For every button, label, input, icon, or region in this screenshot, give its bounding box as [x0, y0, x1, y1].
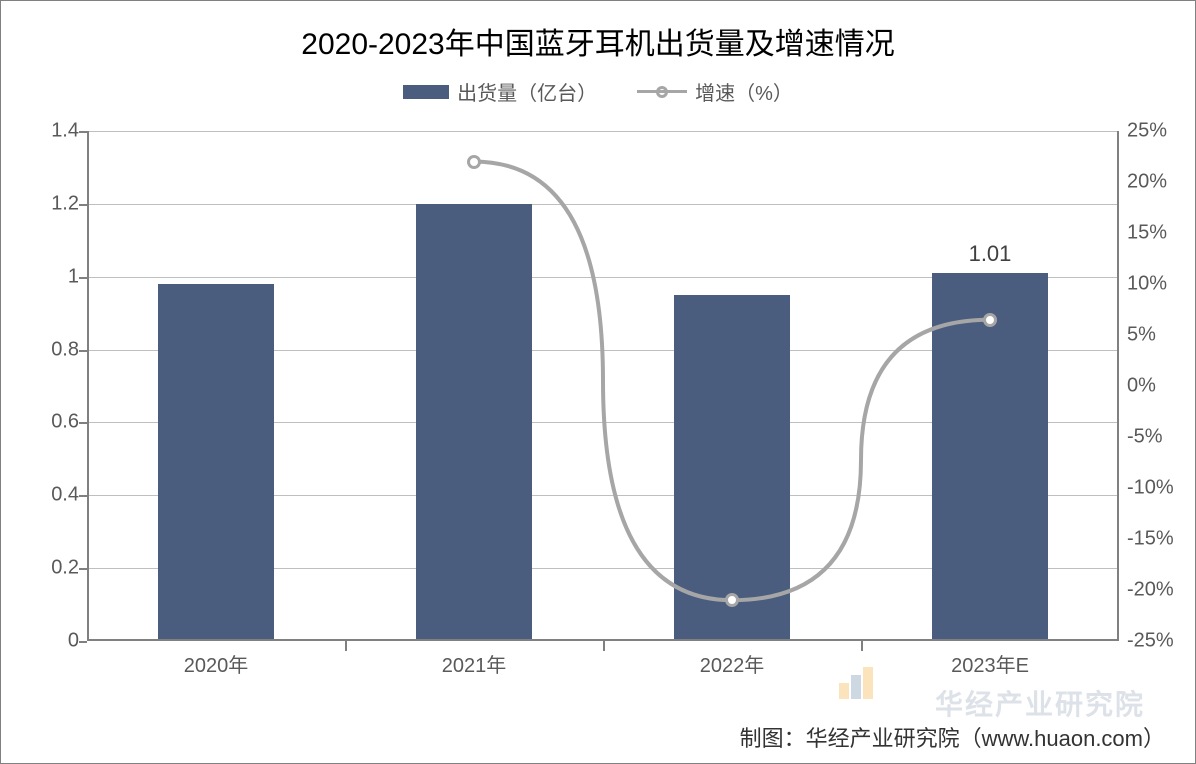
- y-left-label: 1: [68, 265, 79, 288]
- axis-border: [87, 131, 1119, 641]
- y-left-tick: [79, 568, 87, 570]
- x-tick: [861, 641, 863, 651]
- legend-bar-swatch: [403, 85, 449, 99]
- y-right-label: -25%: [1127, 630, 1174, 653]
- y-left-label: 0.6: [51, 411, 79, 434]
- y-left-label: 1.4: [51, 120, 79, 143]
- legend: 出货量（亿台） 增速（%）: [1, 77, 1195, 106]
- legend-item-bar: 出货量（亿台）: [403, 77, 597, 106]
- y-right-label: -5%: [1127, 426, 1163, 449]
- chart-footer: 制图：华经产业研究院（www.huaon.com）: [740, 721, 1165, 753]
- watermark-logo-icon: [835, 663, 875, 703]
- y-left-label: 1.2: [51, 192, 79, 215]
- x-category-label: 2023年E: [951, 649, 1029, 678]
- y-left-label: 0.2: [51, 557, 79, 580]
- legend-line-label: 增速（%）: [695, 77, 793, 106]
- y-left-tick: [79, 204, 87, 206]
- y-right-label: 20%: [1127, 171, 1167, 194]
- watermark-text: 华经产业研究院: [935, 683, 1145, 723]
- x-category-label: 2022年: [700, 649, 765, 678]
- y-left-label: 0.8: [51, 338, 79, 361]
- y-right-label: 25%: [1127, 120, 1167, 143]
- x-category-label: 2020年: [184, 649, 249, 678]
- legend-line-swatch: [637, 85, 687, 99]
- y-right-label: 10%: [1127, 273, 1167, 296]
- y-left-tick: [79, 641, 87, 643]
- x-category-label: 2021年: [442, 649, 507, 678]
- y-left-tick: [79, 422, 87, 424]
- y-left-tick: [79, 495, 87, 497]
- legend-item-line: 增速（%）: [637, 77, 793, 106]
- y-right-label: -20%: [1127, 579, 1174, 602]
- y-right-label: 15%: [1127, 222, 1167, 245]
- chart-title: 2020-2023年中国蓝牙耳机出货量及增速情况: [1, 1, 1195, 63]
- legend-bar-label: 出货量（亿台）: [457, 77, 597, 106]
- y-left-label: 0.4: [51, 484, 79, 507]
- x-tick: [603, 641, 605, 651]
- y-right-label: -15%: [1127, 528, 1174, 551]
- y-right-label: -10%: [1127, 477, 1174, 500]
- y-left-label: 0: [68, 630, 79, 653]
- y-left-tick: [79, 277, 87, 279]
- plot-area: 1.01 00.20.40.60.811.21.4-25%-20%-15%-10…: [87, 131, 1119, 641]
- y-right-label: 5%: [1127, 324, 1156, 347]
- chart-container: 2020-2023年中国蓝牙耳机出货量及增速情况 出货量（亿台） 增速（%） 1…: [0, 0, 1196, 764]
- y-left-tick: [79, 131, 87, 133]
- y-left-tick: [79, 350, 87, 352]
- x-tick: [345, 641, 347, 651]
- y-right-label: 0%: [1127, 375, 1156, 398]
